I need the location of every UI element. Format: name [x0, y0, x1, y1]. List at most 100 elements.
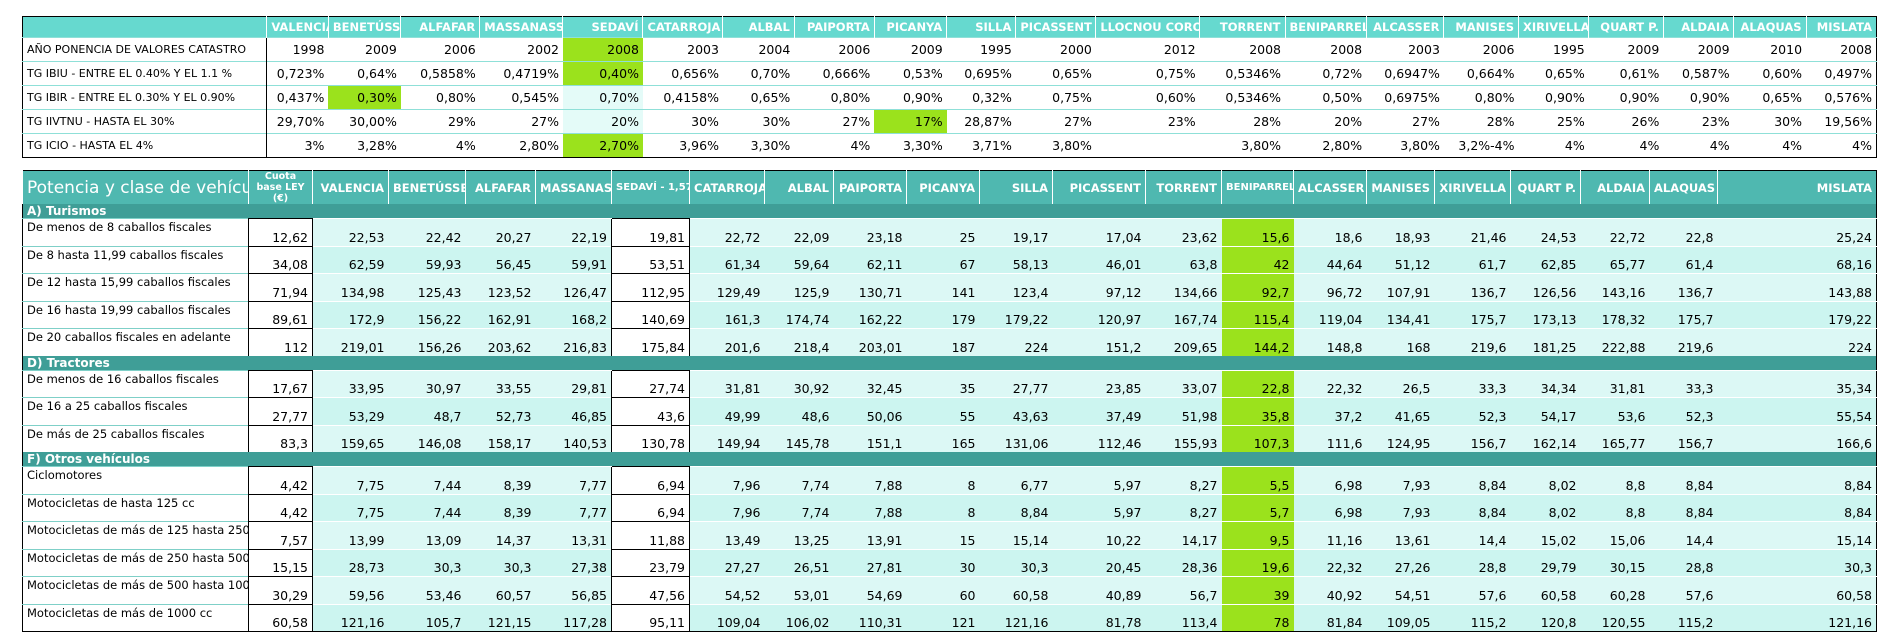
cell-value: 0,65%	[1518, 61, 1589, 86]
fee-value: 15,14	[1717, 521, 1877, 549]
section-fill	[906, 452, 980, 467]
cell-value: 3,96%	[642, 133, 723, 158]
cell-value: 0,545%	[479, 85, 563, 110]
fee-value: 151,2	[1052, 328, 1146, 356]
fee-value: 5,97	[1052, 493, 1146, 522]
fee-value: 130,71	[833, 273, 907, 301]
cell-value: 23%	[1663, 109, 1734, 134]
fee-value: 219,6	[1649, 328, 1718, 356]
cell-value: 30,00%	[328, 109, 401, 134]
fee-value: 159,65	[312, 424, 389, 452]
fee-value: 181,25	[1510, 328, 1581, 356]
fee-value: 39	[1221, 576, 1294, 604]
row-label: TG IIVTNU - HASTA EL 30%	[22, 109, 268, 134]
cell-value: 2012	[1095, 37, 1200, 62]
fee-value: 60,58	[979, 576, 1053, 604]
fee-value: 22,19	[535, 218, 612, 246]
fee-value: 162,22	[833, 300, 907, 329]
cell-value: 0,60%	[1733, 61, 1807, 86]
fee-value: 109,04	[689, 603, 765, 632]
column-header: VALENCIA	[266, 16, 329, 38]
fee-value: 112,46	[1052, 424, 1146, 452]
fee-value: 61,34	[689, 245, 765, 274]
section-fill	[312, 452, 389, 467]
fee-value: 62,11	[833, 245, 907, 274]
base-fee-value: 71,94	[248, 273, 313, 301]
fee-value: 57,6	[1434, 576, 1511, 604]
tax-rate-row: TG ICIO - HASTA EL 4% 3% 3,28% 4% 2,80% 2,70%…	[22, 133, 1877, 158]
fee-value: 30,3	[388, 548, 466, 577]
base-fee-value: 15,15	[248, 548, 313, 577]
section-fill	[535, 452, 612, 467]
section-fill	[1293, 452, 1367, 467]
fee-value: 7,93	[1366, 493, 1435, 522]
cell-value: 2008	[562, 37, 643, 62]
fee-value: 59,91	[535, 245, 612, 274]
fee-value: 7,74	[764, 466, 834, 494]
section-fill	[465, 204, 536, 219]
cell-value: 2009	[328, 37, 401, 62]
fee-value: 121,15	[465, 603, 536, 632]
fee-value: 165	[906, 424, 980, 452]
fee-value: 62,85	[1510, 245, 1581, 274]
fee-value: 203,62	[465, 328, 536, 356]
column-header: MANISES	[1366, 170, 1435, 204]
cell-value: 4%	[1733, 133, 1807, 158]
fee-value: 53,29	[312, 397, 389, 425]
fee-value: 222,88	[1580, 328, 1650, 356]
base-fee-value: 60,58	[248, 603, 313, 632]
cell-value: 20%	[562, 109, 643, 134]
vehicle-row: De 20 caballos fiscales en adelante 112 21…	[22, 328, 1877, 356]
cell-value: 2009	[874, 37, 947, 62]
cell-value: 0,72%	[1285, 61, 1367, 86]
cell-value: 2000	[1015, 37, 1096, 62]
fee-value: 151,1	[833, 424, 907, 452]
cell-value: 3,80%	[1199, 133, 1286, 158]
fee-value: 8,39	[465, 493, 536, 522]
column-header: QUART P.	[1510, 170, 1581, 204]
fee-value: 13,31	[535, 521, 612, 549]
fee-value: 168	[1366, 328, 1435, 356]
fee-value: 42	[1221, 245, 1294, 274]
cell-value: 2,70%	[562, 133, 643, 158]
fee-value: 201,6	[689, 328, 765, 356]
fee-value: 52,3	[1649, 397, 1718, 425]
section-fill	[689, 452, 765, 467]
fee-value: 173,13	[1510, 300, 1581, 329]
fee-value: 161,3	[689, 300, 765, 329]
cell-value: 2006	[794, 37, 875, 62]
fee-value: 60,57	[465, 576, 536, 604]
fee-value: 20,45	[1052, 548, 1146, 577]
column-header: TORRENT	[1145, 170, 1222, 204]
fee-value: 53,46	[388, 576, 466, 604]
cell-value: 0,90%	[1663, 85, 1734, 110]
cell-value: 0,75%	[1095, 61, 1200, 86]
base-fee-value: 7,57	[248, 521, 313, 549]
cell-value: 0,90%	[1588, 85, 1664, 110]
cell-value: 0,65%	[1015, 61, 1096, 86]
cell-value: 0,6975%	[1366, 85, 1444, 110]
section-fill	[764, 452, 834, 467]
cell-value: 4%	[794, 133, 875, 158]
row-label: TG IBIR - ENTRE EL 0.30% Y EL 0.90%	[22, 85, 268, 110]
base-fee-header: Cuota base LEY (€)	[248, 170, 313, 204]
cell-value: 3,30%	[874, 133, 947, 158]
column-header: PICANYA	[873, 16, 947, 38]
fee-value: 166,6	[1717, 424, 1877, 452]
fee-value: 156,22	[388, 300, 466, 329]
cell-value: 1995	[946, 37, 1016, 62]
cell-value: 2008	[1199, 37, 1286, 62]
fee-value: 30,15	[1580, 548, 1650, 577]
row-label: TG IBIU - ENTRE EL 0.40% Y EL 1.1 %	[22, 61, 268, 86]
fee-value: 48,7	[388, 397, 466, 425]
fee-value: 56,45	[465, 245, 536, 274]
fee-value: 51,12	[1366, 245, 1435, 274]
section-fill	[1649, 204, 1718, 219]
column-header: ALBAL	[764, 170, 834, 204]
fee-value: 31,81	[1580, 369, 1650, 398]
fee-value: 123,52	[465, 273, 536, 301]
fee-value: 19,6	[1221, 548, 1294, 577]
fee-value: 43,63	[979, 397, 1053, 425]
cell-value: 25%	[1518, 109, 1589, 134]
fee-value: 40,92	[1293, 576, 1367, 604]
